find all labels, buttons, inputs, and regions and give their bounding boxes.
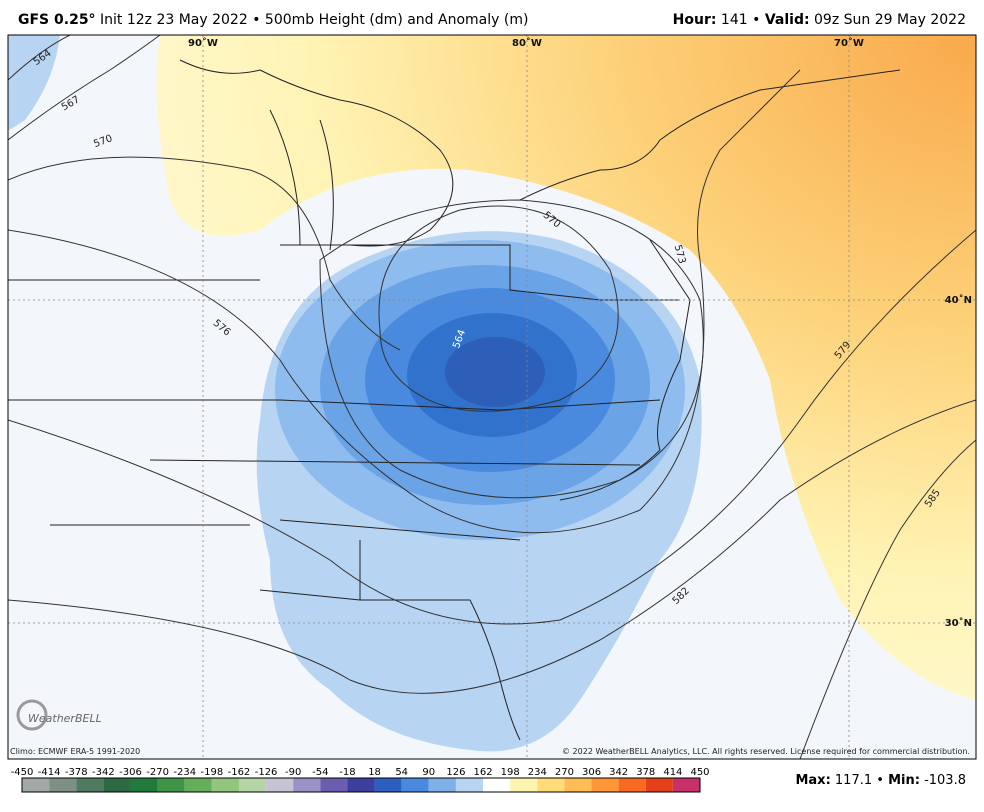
colorbar-tick-label: 234 (528, 767, 547, 778)
latitude-label: 40˚N (945, 294, 972, 306)
colorbar-tick-label: 378 (636, 767, 655, 778)
stats: Max: 117.1 • Min: -103.8 (795, 773, 966, 788)
header-left: GFS 0.25° Init 12z 23 May 2022 • 500mb H… (18, 12, 528, 28)
colorbar-segment (184, 778, 212, 792)
hour: 141 (721, 12, 748, 28)
colorbar-segment (374, 778, 402, 792)
colorbar-segment (455, 778, 484, 792)
colorbar-tick-label: 342 (609, 767, 628, 778)
colorbar-segment (591, 778, 619, 792)
min-label: Min: (888, 773, 920, 788)
colorbar-tick-label: -270 (146, 767, 169, 778)
colorbar-segment (76, 778, 104, 792)
colorbar-tick-label: 126 (446, 767, 465, 778)
copyright: © 2022 WeatherBELL Analytics, LLC. All r… (562, 747, 970, 756)
colorbar-tick-label: -126 (255, 767, 278, 778)
colorbar-tick-label: -54 (312, 767, 328, 778)
colorbar-tick-label: -306 (119, 767, 142, 778)
colorbar-tick-label: -414 (38, 767, 61, 778)
map-frame (7, 34, 977, 760)
colorbar-tick-label: -90 (285, 767, 301, 778)
hour-label: Hour: (673, 12, 717, 28)
colorbar-segment (401, 778, 429, 792)
colorbar-tick-label: -18 (339, 767, 355, 778)
logo-text: WeatherBELL (28, 712, 102, 725)
boundaries (8, 59, 901, 741)
colorbar-segment (49, 778, 77, 792)
colorbar-tick-label: -450 (11, 767, 34, 778)
colorbar-tick-label: 414 (663, 767, 682, 778)
height-contours (8, 35, 976, 759)
coordinate-labels: 90˚W 80˚W 70˚W 40˚N 30˚N (188, 37, 972, 629)
colorbar-segment (645, 778, 673, 792)
graticule (8, 35, 976, 759)
colorbar-segment (157, 778, 185, 792)
colorbar-segment (320, 778, 348, 792)
colorbar-segment (130, 778, 158, 792)
colorbar-segment (483, 778, 511, 792)
colorbar-tick-label: -378 (65, 767, 88, 778)
positive-anomaly (156, 35, 976, 700)
longitude-label: 70˚W (834, 37, 864, 49)
colorbar-segment (510, 778, 538, 792)
negative-anomaly-west (8, 35, 60, 130)
colorbar-segment (428, 778, 456, 792)
colorbar-segment (238, 778, 267, 792)
colorbar-frame (21, 777, 701, 793)
colorbar-tick-label: 18 (368, 767, 381, 778)
contour-label: 573 (672, 244, 688, 265)
colorbar-tick-label: -162 (228, 767, 251, 778)
colorbar-tick-label: 162 (473, 767, 492, 778)
colorbar-segment (564, 778, 592, 792)
colorbar-segment (537, 778, 565, 792)
colorbar-segment (22, 778, 50, 792)
colorbar-segment (672, 778, 700, 792)
longitude-label: 80˚W (512, 37, 542, 49)
longitude-label: 90˚W (188, 37, 218, 49)
description: Init 12z 23 May 2022 • 500mb Height (dm)… (100, 12, 528, 28)
colorbar-segment (293, 778, 321, 792)
colorbar-tick-label: 306 (582, 767, 601, 778)
max-label: Max: (795, 773, 830, 788)
colorbar-tick-label: 450 (690, 767, 709, 778)
colorbar-tick-label: 54 (395, 767, 408, 778)
colorbar-tick-label: 90 (422, 767, 435, 778)
max-value: 117.1 (835, 773, 872, 788)
colorbar-tick-label: -234 (173, 767, 196, 778)
colorbar-tick-label: -198 (200, 767, 223, 778)
min-value: -103.8 (924, 773, 966, 788)
colorbar-tick-label: 270 (555, 767, 574, 778)
colorbar-segment (347, 778, 375, 792)
valid-label: Valid: (765, 12, 810, 28)
separator: • (876, 773, 884, 788)
valid: 09z Sun 29 May 2022 (814, 12, 966, 28)
colorbar: -450 -414 -378 -342 -306 -270 -234 -198 -162 -126… (11, 767, 710, 793)
negative-anomaly (256, 231, 702, 752)
colorbar-tick-label: 198 (501, 767, 520, 778)
separator: • (752, 12, 760, 28)
colorbar-segment (618, 778, 646, 792)
climo-note: Climo: ECMWF ERA-5 1991-2020 (10, 747, 140, 756)
colorbar-segment (211, 778, 239, 792)
colorbar-segment (266, 778, 294, 792)
colorbar-segment (103, 778, 131, 792)
latitude-label: 30˚N (945, 617, 972, 629)
logo: WeatherBELL (16, 699, 102, 731)
model: GFS 0.25° (18, 12, 96, 28)
header-right: Hour: 141 • Valid: 09z Sun 29 May 2022 (673, 12, 966, 28)
colorbar-tick-label: -342 (92, 767, 115, 778)
